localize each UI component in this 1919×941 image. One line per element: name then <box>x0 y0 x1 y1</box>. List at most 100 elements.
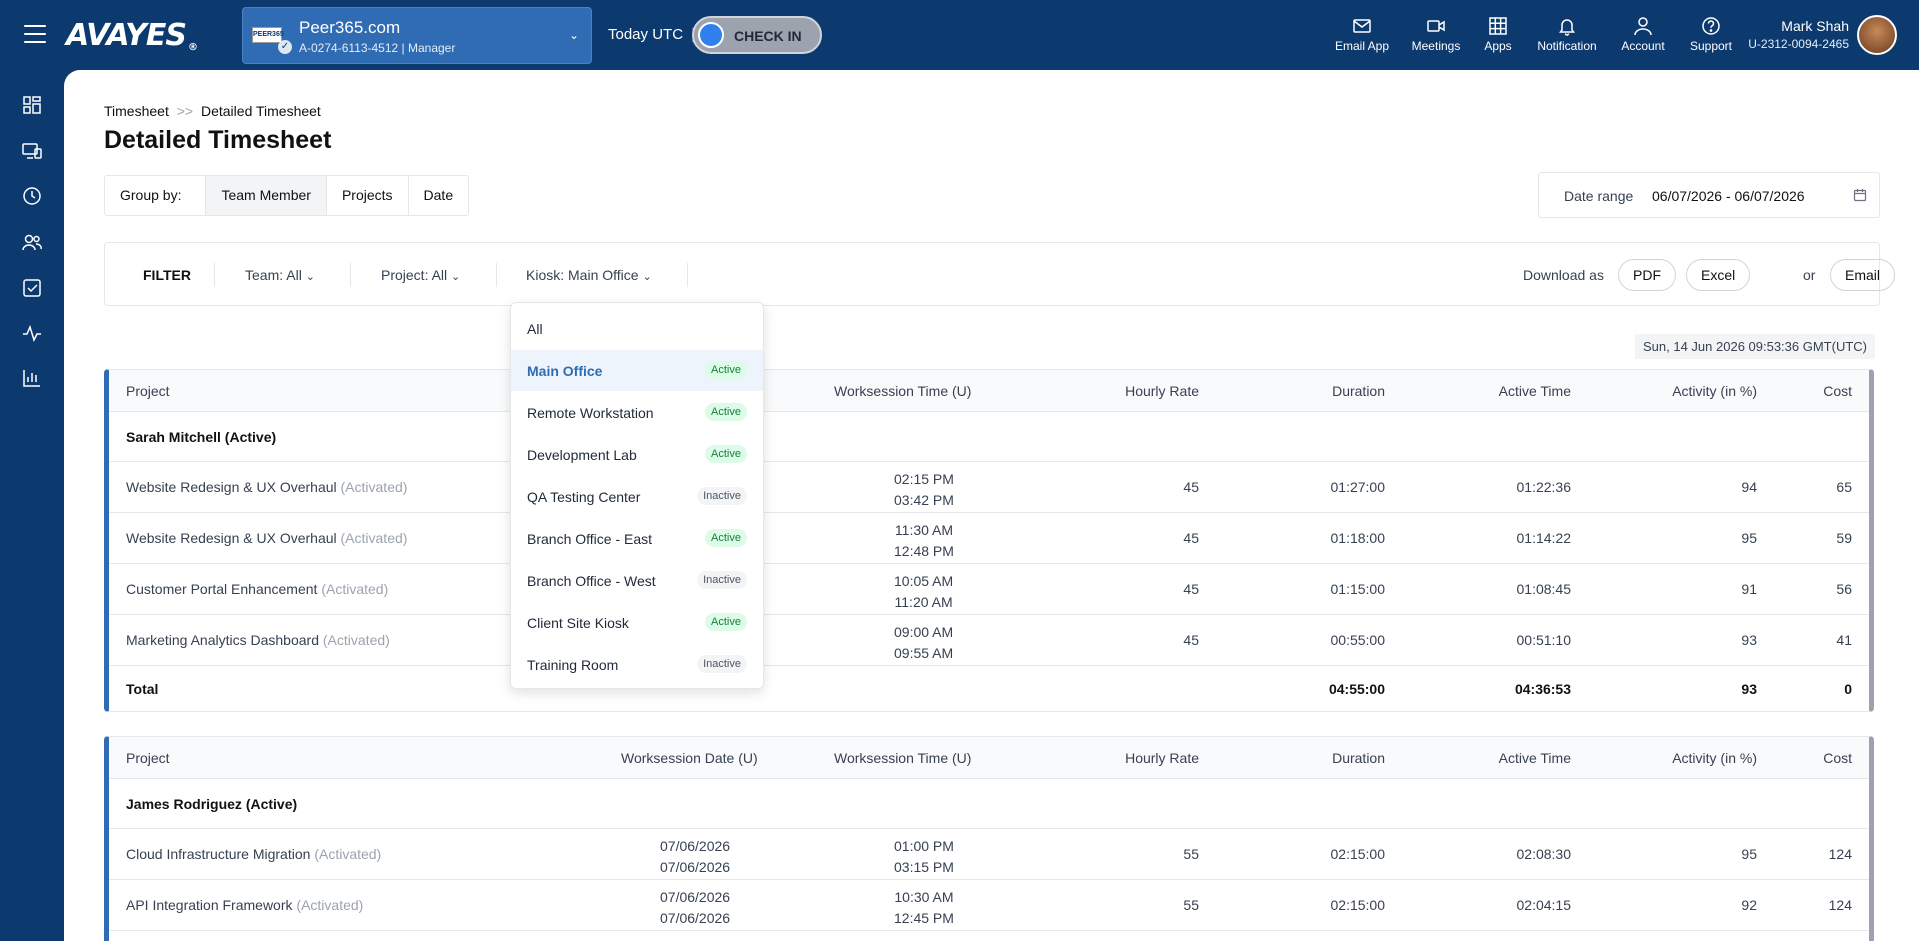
start-time: 02:15 PM <box>894 471 954 487</box>
user-icon <box>1634 17 1652 36</box>
kiosk-option-qa-testing-center[interactable]: QA Testing Center Inactive <box>511 476 763 517</box>
kiosk-option-main-office[interactable]: Main Office Active <box>511 350 763 391</box>
nav-apps[interactable]: Apps <box>1482 16 1514 53</box>
org-selector[interactable]: PEER365 ✓ Peer365.com A-0274-6113-4512 |… <box>242 7 592 64</box>
divider <box>496 263 497 287</box>
status-badge: Active <box>705 529 747 547</box>
start-date: 07/06/2026 <box>660 889 731 905</box>
active-time: 00:51:10 <box>1516 632 1572 648</box>
activity-icon[interactable] <box>21 322 43 344</box>
start-time: 10:30 AM <box>894 889 954 905</box>
email-button[interactable]: Email <box>1830 259 1896 291</box>
option-label: Training Room <box>527 657 619 673</box>
duration: 02:15:00 <box>1330 846 1386 862</box>
check-in-label: CHECK IN <box>734 28 802 44</box>
member-row: James Rodriguez (Active) <box>109 779 1869 829</box>
col-project: Project <box>126 383 170 399</box>
table-row[interactable]: Marketing Analytics Dashboard (Activated… <box>109 615 1869 666</box>
kiosk-filter-label: Kiosk: Main Office <box>526 267 639 283</box>
status-badge: Active <box>705 613 747 631</box>
table-row[interactable]: Customer Portal Enhancement (Activated) … <box>109 564 1869 615</box>
status-badge: Inactive <box>697 655 747 673</box>
worksession-time: 09:00 AM 09:55 AM <box>894 622 953 664</box>
check-in-toggle[interactable]: CHECK IN <box>692 16 822 54</box>
table-row[interactable]: API Integration Framework (Activated) 07… <box>109 880 1869 931</box>
nav-support[interactable]: Support <box>1686 16 1736 53</box>
active-time: 01:08:45 <box>1516 581 1572 597</box>
group-by-projects[interactable]: Projects <box>325 176 408 215</box>
hourly-rate: 55 <box>1183 897 1199 913</box>
clock-icon[interactable] <box>21 185 43 207</box>
project-name: Website Redesign & UX Overhaul (Activate… <box>126 479 407 495</box>
team-filter[interactable]: Team: All ⌄ <box>245 267 315 283</box>
active-time: 02:08:30 <box>1516 846 1572 862</box>
filter-title: FILTER <box>143 267 191 283</box>
table-row[interactable]: Website Redesign & UX Overhaul (Activate… <box>109 513 1869 564</box>
breadcrumb-root[interactable]: Timesheet <box>104 103 169 119</box>
kiosk-option-training-room[interactable]: Training Room Inactive <box>511 644 763 685</box>
tasks-icon[interactable] <box>21 277 43 299</box>
status-badge: Active <box>705 403 747 421</box>
nav-account[interactable]: Account <box>1618 16 1668 53</box>
nav-meetings[interactable]: Meetings <box>1407 16 1465 53</box>
duration: 01:27:00 <box>1330 479 1386 495</box>
download-excel-button[interactable]: Excel <box>1686 259 1751 291</box>
kiosk-option-development-lab[interactable]: Development Lab Active <box>511 434 763 475</box>
users-icon[interactable] <box>21 231 43 253</box>
date-range-picker[interactable]: Date range 06/07/2026 - 06/07/2026 <box>1538 172 1880 218</box>
project-status: (Activated) <box>314 846 382 862</box>
active-time: 01:22:36 <box>1516 479 1572 495</box>
active-time: 01:14:22 <box>1516 530 1572 546</box>
kiosk-option-all[interactable]: All <box>511 308 763 349</box>
option-label: Remote Workstation <box>527 405 654 421</box>
divider <box>214 263 215 287</box>
member-table: Project Worksession Time (U) Hourly Rate… <box>104 369 1874 712</box>
worksession-date: 07/06/2026 07/06/2026 <box>660 887 730 929</box>
kiosk-filter[interactable]: Kiosk: Main Office ⌄ <box>526 267 652 283</box>
project-label: Marketing Analytics Dashboard <box>126 632 319 648</box>
col-duration: Duration <box>1332 383 1385 399</box>
project-filter[interactable]: Project: All ⌄ <box>381 267 460 283</box>
kiosk-option-client-site-kiosk[interactable]: Client Site Kiosk Active <box>511 602 763 643</box>
option-label: Client Site Kiosk <box>527 615 629 631</box>
org-subtitle: A-0274-6113-4512 | Manager <box>299 41 456 55</box>
kiosk-option-remote-workstation[interactable]: Remote Workstation Active <box>511 392 763 433</box>
user-info[interactable]: Mark Shah U-2312-0094-2465 <box>1748 18 1849 51</box>
toggle-knob <box>698 22 724 48</box>
devices-icon[interactable] <box>21 140 43 162</box>
table-row[interactable]: Website Redesign & UX Overhaul (Activate… <box>109 462 1869 513</box>
avatar[interactable] <box>1857 15 1897 55</box>
col-worksession-time: Worksession Time (U) <box>834 750 972 766</box>
table-row[interactable]: Cloud Infrastructure Migration (Activate… <box>109 829 1869 880</box>
start-date: 07/06/2026 <box>660 838 731 854</box>
project-status: (Activated) <box>340 479 408 495</box>
member-table: Project Worksession Date (U) Worksession… <box>104 736 1874 941</box>
nav-email-app[interactable]: Email App <box>1333 16 1391 53</box>
download-label: Download as <box>1523 267 1604 283</box>
table-header: Project Worksession Time (U) Hourly Rate… <box>109 370 1869 412</box>
activity: 94 <box>1741 479 1757 495</box>
kiosk-option-branch-office-east[interactable]: Branch Office - East Active <box>511 518 763 559</box>
end-time: 09:55 AM <box>894 645 954 661</box>
breadcrumb-current: Detailed Timesheet <box>200 103 321 119</box>
reports-icon[interactable] <box>21 367 43 389</box>
brand-logo[interactable]: AVAYES ® <box>66 18 198 53</box>
hourly-rate: 45 <box>1183 632 1199 648</box>
help-icon <box>1702 17 1720 35</box>
duration: 00:55:00 <box>1330 632 1386 648</box>
nav-notification[interactable]: Notification <box>1534 16 1600 53</box>
kiosk-dropdown: All Main Office Active Remote Workstation… <box>510 302 764 689</box>
group-by-date[interactable]: Date <box>407 176 469 215</box>
menu-icon[interactable] <box>24 25 46 43</box>
col-activity: Activity (in %) <box>1672 383 1757 399</box>
kiosk-option-branch-office-west[interactable]: Branch Office - West Inactive <box>511 560 763 601</box>
group-by-team-member[interactable]: Team Member <box>205 176 326 215</box>
user-id: U-2312-0094-2465 <box>1748 37 1849 51</box>
dashboard-icon[interactable] <box>21 94 43 116</box>
breadcrumb: Timesheet >> Detailed Timesheet <box>104 103 321 119</box>
option-label: Branch Office - West <box>527 573 656 589</box>
duration: 02:15:00 <box>1330 897 1386 913</box>
project-status: (Activated) <box>322 632 390 648</box>
or-label: or <box>1803 267 1816 283</box>
download-pdf-button[interactable]: PDF <box>1618 259 1676 291</box>
